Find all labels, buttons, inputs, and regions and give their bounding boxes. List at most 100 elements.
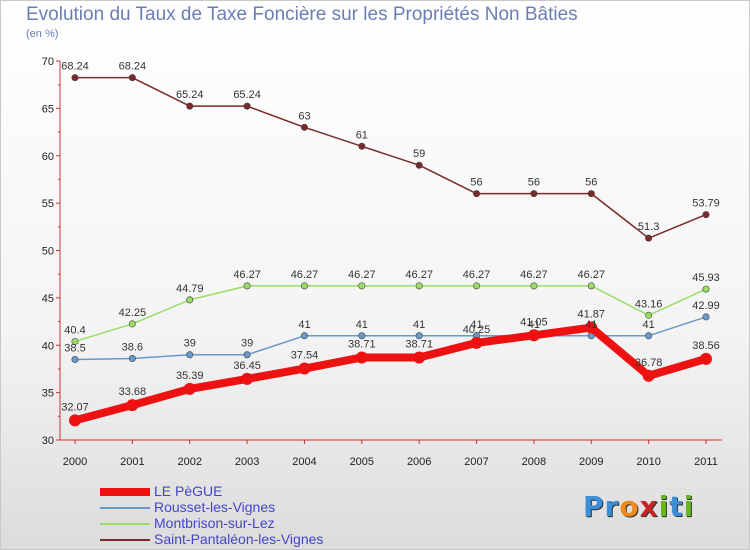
data-point-montbrison-sur-lez [645, 311, 653, 319]
data-point-rousset-les-vignes [358, 332, 366, 340]
legend-label: Saint-Pantaléon-les-Vignes [154, 531, 324, 547]
data-point-montbrison-sur-lez [415, 282, 423, 290]
data-label-montbrison-sur-lez: 46.27 [405, 269, 433, 281]
series-line-le-pegue [71, 323, 710, 425]
x-tick-label: 2009 [579, 456, 603, 468]
data-label-le-pegue: 38.71 [348, 338, 376, 350]
data-point-rousset-les-vignes [300, 332, 308, 340]
data-point-le-pegue [585, 321, 598, 334]
data-point-montbrison-sur-lez [128, 320, 136, 328]
data-point-le-pegue [241, 372, 254, 385]
data-label-rousset-les-vignes: 41 [298, 319, 310, 331]
data-point-rousset-les-vignes [243, 351, 251, 359]
data-label-saint-pantaleon-les-vignes: 56 [585, 177, 597, 189]
data-label-rousset-les-vignes: 41 [643, 319, 655, 331]
data-label-montbrison-sur-lez: 46.27 [463, 269, 491, 281]
data-point-le-pegue [527, 329, 540, 342]
x-tick-label: 2007 [464, 456, 488, 468]
data-label-rousset-les-vignes: 41 [356, 319, 368, 331]
data-point-saint-pantaleon-les-vignes [530, 190, 538, 198]
data-point-le-pegue [470, 336, 483, 349]
data-label-le-pegue: 41.87 [578, 309, 606, 321]
data-label-rousset-les-vignes: 39 [184, 338, 196, 350]
series-line-rousset-les-vignes [74, 316, 707, 361]
y-tick-label: 60 [42, 151, 54, 163]
chart-title: Evolution du Taux de Taxe Foncière sur l… [26, 4, 578, 25]
data-label-rousset-les-vignes: 38.6 [122, 342, 143, 354]
data-label-le-pegue: 33.68 [119, 386, 147, 398]
data-label-saint-pantaleon-les-vignes: 59 [413, 148, 425, 160]
logo-letter: t [669, 490, 684, 523]
legend-swatch [100, 507, 150, 509]
data-label-saint-pantaleon-les-vignes: 53.79 [692, 198, 720, 210]
legend-swatch [100, 523, 150, 525]
data-label-saint-pantaleon-les-vignes: 56 [528, 177, 540, 189]
data-point-le-pegue [413, 351, 426, 364]
data-point-saint-pantaleon-les-vignes [71, 74, 79, 82]
data-label-rousset-les-vignes: 41 [528, 319, 540, 331]
data-label-le-pegue: 35.39 [176, 370, 204, 382]
data-label-saint-pantaleon-les-vignes: 65.24 [176, 89, 204, 101]
y-tick-label: 45 [42, 293, 54, 305]
data-point-montbrison-sur-lez [587, 282, 595, 290]
legend-swatch [100, 488, 150, 496]
data-point-rousset-les-vignes [702, 313, 710, 321]
data-labels: 68.24 68.24 65.24 65.24 63 61 59 56 56 56 51.3 53.7… [61, 61, 720, 414]
x-tick-label: 2010 [636, 456, 660, 468]
data-label-rousset-les-vignes: 42.99 [692, 300, 720, 312]
data-point-saint-pantaleon-les-vignes [358, 142, 366, 150]
data-point-le-pegue [700, 352, 712, 365]
data-label-le-pegue: 41.05 [520, 316, 548, 328]
data-label-saint-pantaleon-les-vignes: 51.3 [638, 221, 659, 233]
data-point-montbrison-sur-lez [243, 282, 251, 290]
data-point-rousset-les-vignes [128, 355, 136, 363]
logo-letter: o [619, 490, 640, 523]
data-label-saint-pantaleon-les-vignes: 65.24 [233, 89, 261, 101]
data-label-le-pegue: 36.78 [635, 357, 663, 369]
x-tick-label: 2003 [235, 456, 259, 468]
logo-letter: i [658, 490, 670, 523]
chart-subtitle: (en %) [26, 28, 59, 40]
data-point-montbrison-sur-lez [473, 282, 481, 290]
series-line-saint-pantaleon-les-vignes [74, 76, 707, 239]
logo-letter: P [583, 490, 605, 523]
data-label-saint-pantaleon-les-vignes: 68.24 [119, 61, 147, 73]
logo-letter: x [639, 490, 659, 523]
legend-label: Rousset-les-Vignes [154, 499, 276, 515]
data-point-rousset-les-vignes [186, 351, 194, 359]
data-label-saint-pantaleon-les-vignes: 56 [470, 177, 482, 189]
data-point-montbrison-sur-lez [186, 296, 194, 304]
logo-letter: r [604, 490, 620, 523]
data-label-le-pegue: 40.25 [463, 324, 491, 336]
y-tick-label: 30 [42, 435, 54, 447]
data-label-montbrison-sur-lez: 46.27 [291, 269, 319, 281]
x-tick-label: 2005 [350, 456, 374, 468]
data-point-le-pegue [298, 362, 311, 375]
x-tick-label: 2006 [407, 456, 431, 468]
y-tick-label: 50 [42, 246, 54, 258]
data-label-le-pegue: 38.56 [692, 340, 720, 352]
data-label-saint-pantaleon-les-vignes: 61 [356, 129, 368, 141]
data-label-le-pegue: 37.54 [291, 350, 319, 362]
data-label-montbrison-sur-lez: 44.79 [176, 283, 204, 295]
data-point-montbrison-sur-lez [71, 337, 79, 345]
data-label-rousset-les-vignes: 41 [470, 319, 482, 331]
data-point-montbrison-sur-lez [300, 282, 308, 290]
data-point-saint-pantaleon-les-vignes [473, 190, 481, 198]
data-point-le-pegue [69, 414, 81, 427]
y-tick-label: 70 [42, 56, 54, 68]
data-label-rousset-les-vignes: 39 [241, 338, 253, 350]
x-tick-label: 2001 [120, 456, 144, 468]
data-point-montbrison-sur-lez [530, 282, 538, 290]
data-point-montbrison-sur-lez [702, 285, 710, 293]
data-label-rousset-les-vignes: 38.5 [64, 342, 85, 354]
series-line-montbrison-sur-lez [74, 285, 707, 343]
data-point-rousset-les-vignes [645, 332, 653, 340]
logo-letter: i [683, 490, 695, 523]
data-point-le-pegue [126, 399, 139, 412]
x-tick-label: 2011 [694, 456, 718, 468]
data-label-montbrison-sur-lez: 40.4 [64, 324, 85, 336]
y-tick-label: 35 [42, 388, 54, 400]
